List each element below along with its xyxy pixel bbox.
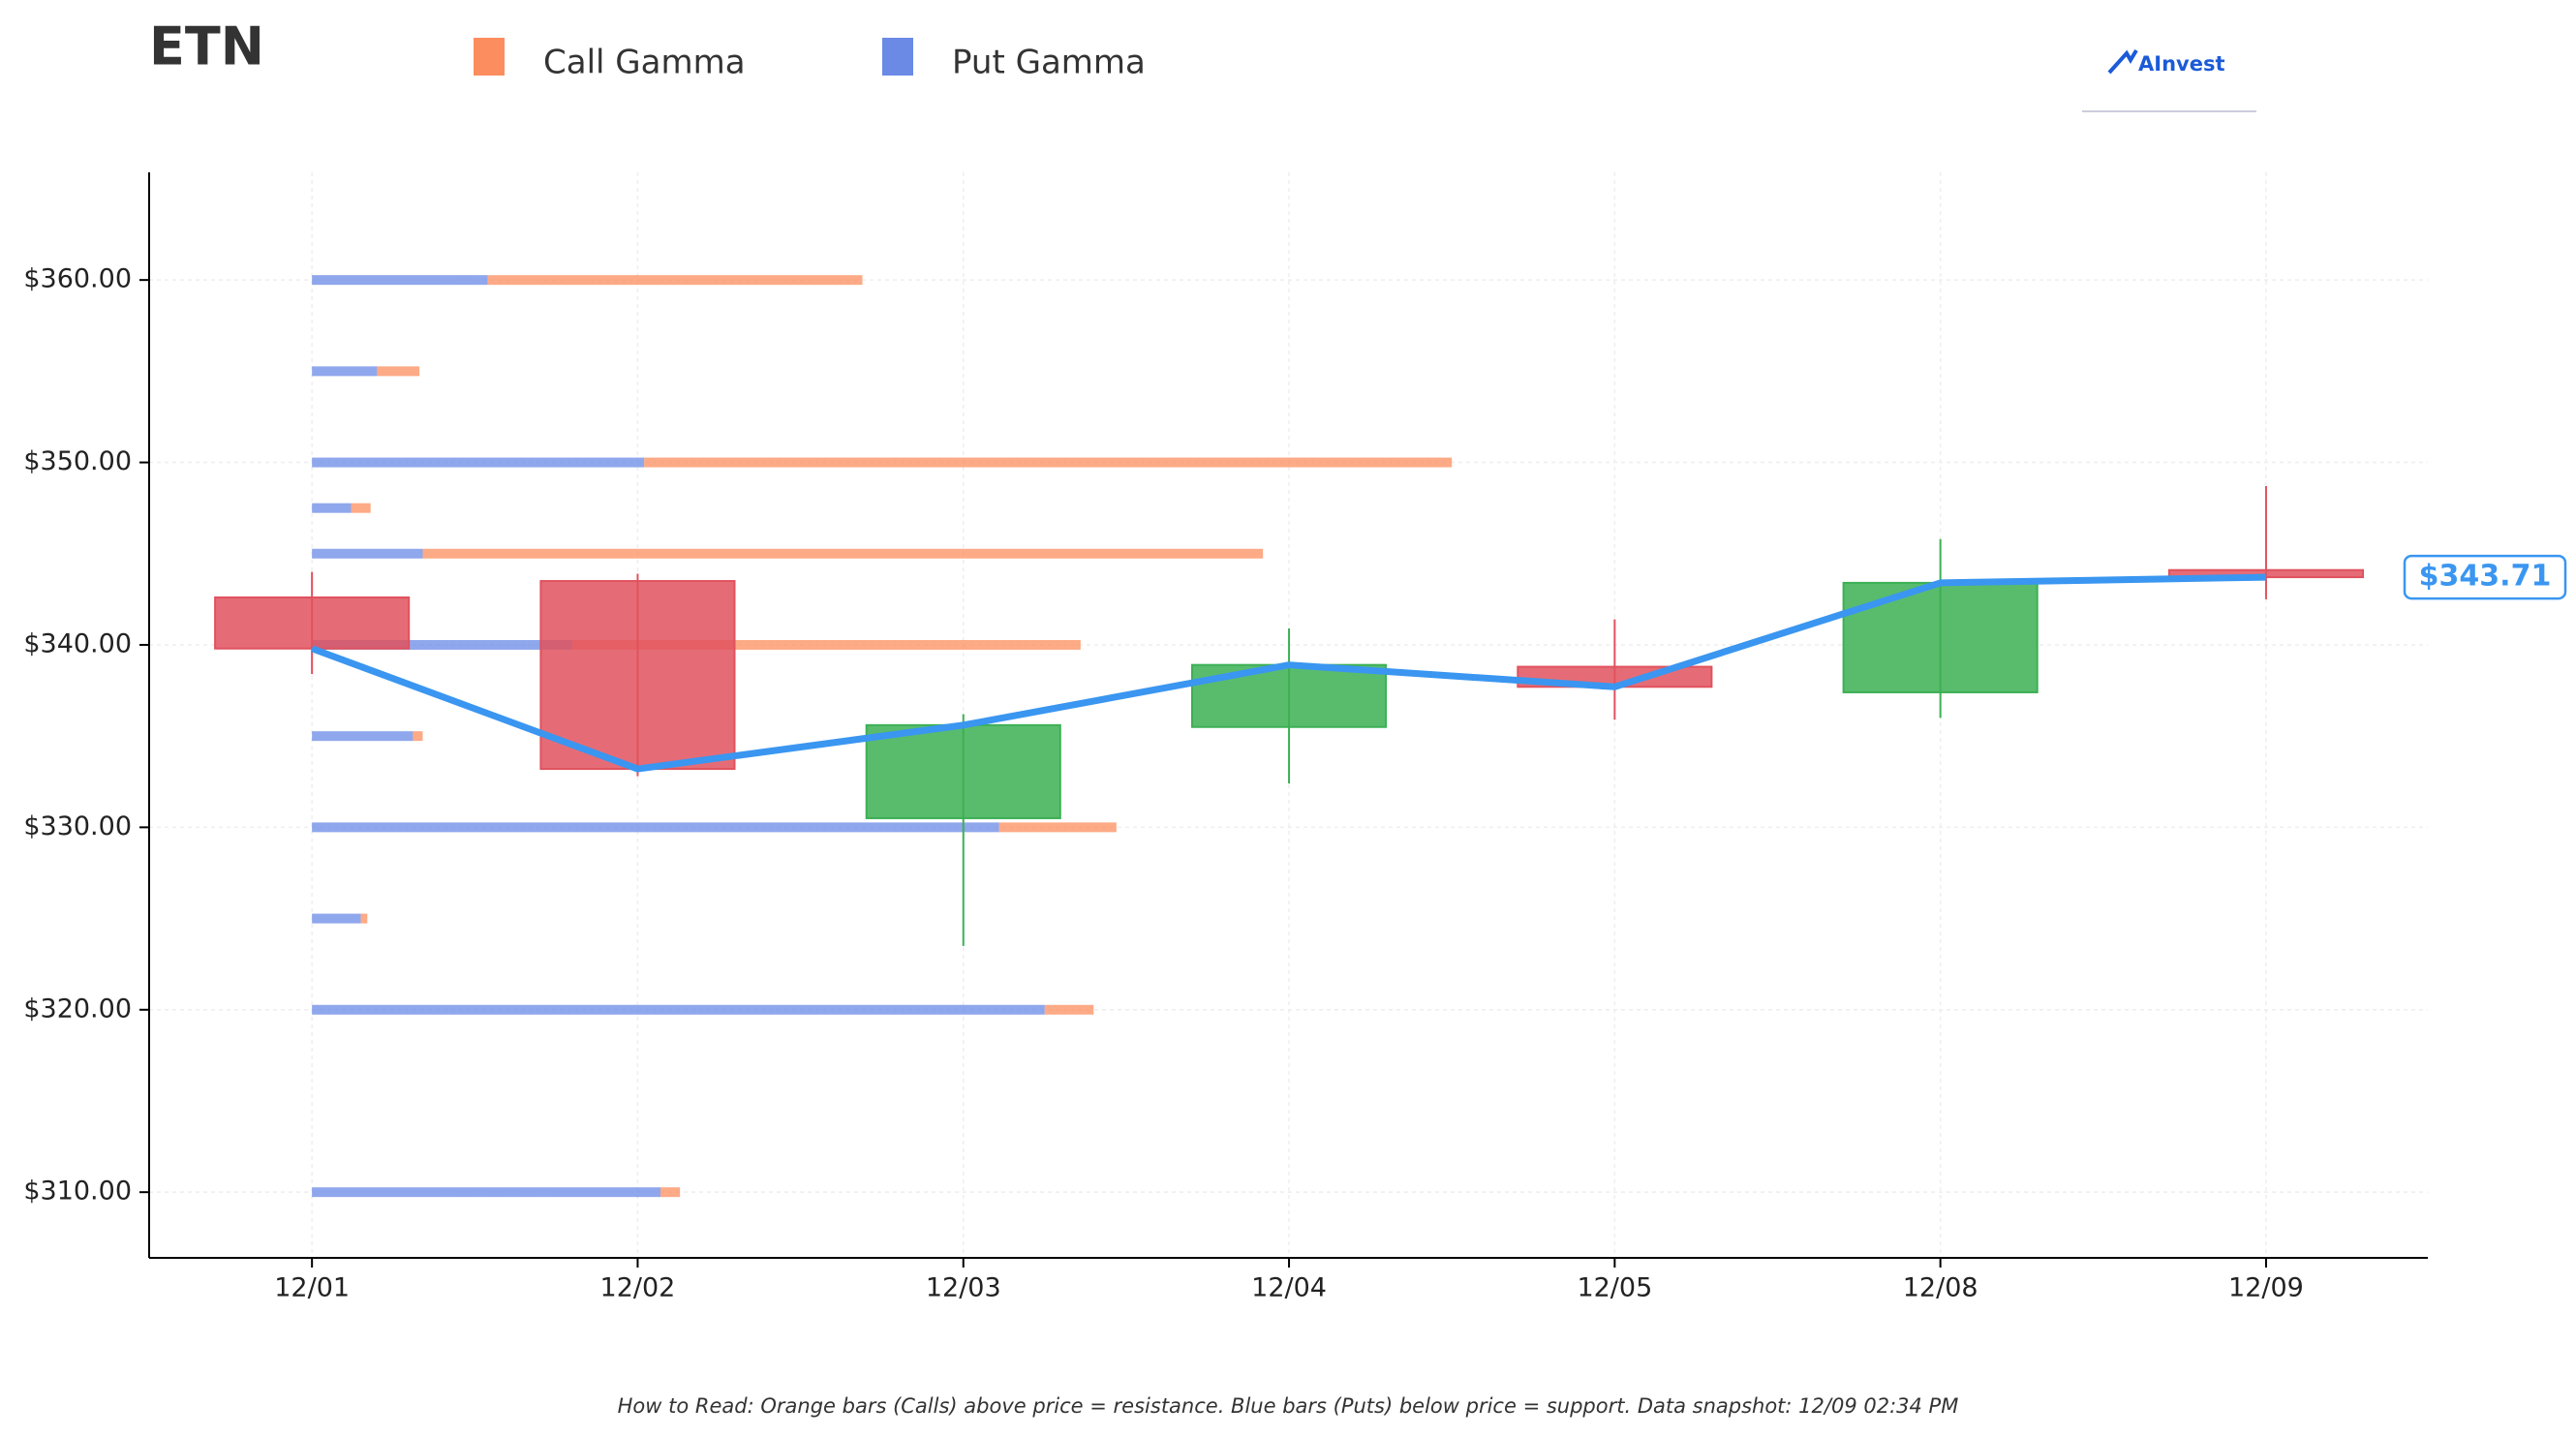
legend-swatch (474, 38, 505, 76)
y-tick-label: $340.00 (23, 628, 132, 658)
y-tick-label: $360.00 (23, 264, 132, 294)
candle-body (2167, 568, 2364, 579)
y-tick-label: $350.00 (23, 446, 132, 476)
x-tick-label: 12/05 (1577, 1273, 1652, 1303)
candle-body (865, 723, 1061, 819)
legend-label: Call Gamma (543, 44, 746, 82)
gamma-bar (312, 822, 999, 833)
gamma-bar (312, 457, 645, 468)
y-tick-label: $310.00 (23, 1177, 132, 1207)
gamma-bar (312, 731, 414, 742)
legend-label: Put Gamma (952, 44, 1146, 82)
x-tick-label: 12/02 (600, 1273, 676, 1303)
x-tick-label: 12/08 (1903, 1273, 1978, 1303)
gamma-bar (312, 639, 573, 650)
gamma-bar (422, 548, 1264, 559)
gamma-bar (572, 639, 1081, 650)
y-tick-label: $330.00 (23, 811, 132, 841)
gamma-bar (312, 548, 423, 559)
gamma-bar (312, 503, 352, 513)
close-line (310, 573, 2267, 773)
candle-body (214, 596, 411, 650)
gamma-bar (377, 366, 420, 377)
gamma-bar (312, 275, 488, 286)
footnote: How to Read: Orange bars (Calls) above p… (618, 1394, 1959, 1418)
gamma-bar (312, 913, 361, 924)
gamma-bar (360, 913, 368, 924)
gamma-bar (644, 457, 1453, 468)
gamma-bar (312, 1187, 660, 1198)
gamma-bar (312, 1004, 1045, 1015)
x-tick-label: 12/03 (926, 1273, 1001, 1303)
logo: AInvest (2138, 52, 2225, 76)
legend-swatch (882, 38, 913, 76)
gamma-bar (487, 275, 863, 286)
candle-body (1191, 663, 1388, 728)
chart-title: ETN (149, 16, 264, 77)
price-label: $343.71 (2419, 560, 2552, 594)
x-tick-label: 12/04 (1251, 1273, 1327, 1303)
candle-body (1842, 581, 2039, 693)
gamma-bar (1044, 1004, 1094, 1015)
y-tick-label: $320.00 (23, 994, 132, 1024)
logo-icon (2107, 48, 2138, 75)
gamma-bar (312, 366, 378, 377)
gamma-bar (998, 822, 1117, 833)
gamma-bar (659, 1187, 681, 1198)
price-label-box (2403, 554, 2567, 600)
x-tick-label: 12/01 (274, 1273, 350, 1303)
x-tick-label: 12/09 (2228, 1273, 2304, 1303)
gamma-bar (351, 503, 371, 513)
gamma-bar (413, 731, 423, 742)
